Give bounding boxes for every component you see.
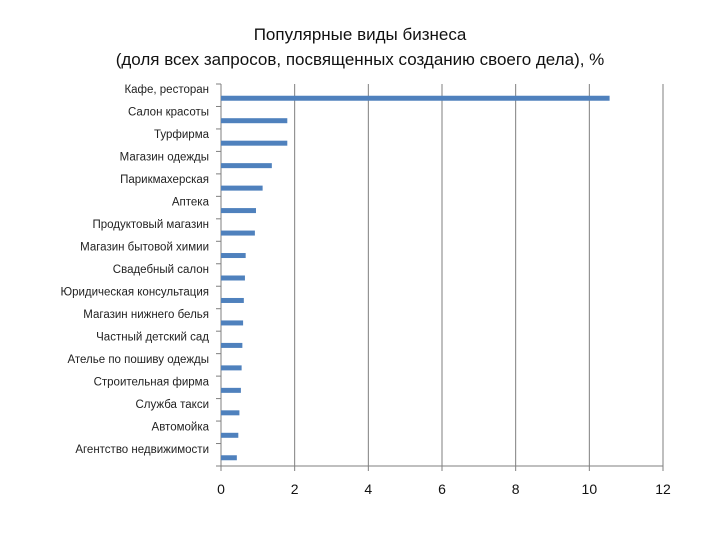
category-label: Продуктовый магазин [92,219,209,231]
x-tick-label: 8 [512,481,520,497]
bar [221,410,240,416]
category-label: Магазин одежды [120,152,209,164]
bar [221,275,245,281]
x-tick-label: 10 [582,481,598,497]
x-tick-label: 12 [655,481,671,497]
x-tick-label: 2 [291,481,299,497]
category-label: Частный детский сад [96,331,209,343]
x-tick-label: 6 [438,481,446,497]
bar [221,297,244,303]
category-label: Агентство недвижимости [75,444,209,456]
category-label: Строительная фирма [94,376,210,388]
chart-subtitle: (доля всех запросов, посвященных создани… [115,50,605,69]
bar [221,253,246,259]
bar [221,118,288,124]
category-label: Магазин нижнего белья [83,309,209,321]
bar [221,163,272,169]
category-label: Служба такси [136,399,210,411]
x-tick-label: 0 [217,481,225,497]
category-label: Магазин бытовой химии [80,242,209,254]
category-label: Парикмахерская [120,174,209,186]
category-label: Кафе, ресторан [124,84,209,96]
category-label: Свадебный салон [113,264,209,276]
bar [221,230,255,236]
bar [221,320,244,326]
x-tick-label: 4 [364,481,372,497]
bar [221,342,243,348]
category-label: Автомойка [152,421,210,433]
category-label: Ателье по пошиву одежды [67,354,209,366]
category-label: Аптека [172,197,210,209]
bar [221,365,242,371]
bar [221,140,288,146]
bar [221,387,241,393]
category-label: Турфирма [154,129,210,141]
bar [221,208,256,214]
bar [221,455,237,461]
chart-title: Популярные виды бизнеса [253,25,467,44]
bar [221,432,239,438]
category-label: Салон красоты [128,107,209,119]
bar [221,185,263,191]
category-label: Юридическая консультация [60,286,209,298]
bar [221,95,610,101]
